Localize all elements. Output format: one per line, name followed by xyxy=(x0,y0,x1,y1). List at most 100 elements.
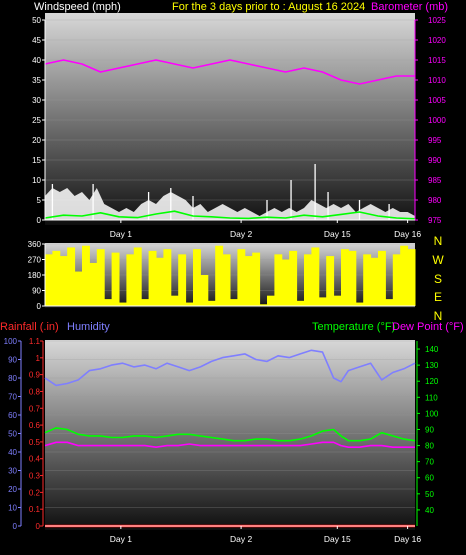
climate-panel xyxy=(45,340,415,530)
barometer-tick-label: 1000 xyxy=(428,116,446,125)
rainfall-tick-label: 0.2 xyxy=(29,488,41,497)
direction-tick-label: 180 xyxy=(28,271,42,280)
compass-label: E xyxy=(434,290,442,304)
humidity-tick-label: 10 xyxy=(8,504,17,513)
humidity-label: Humidity xyxy=(67,321,110,333)
direction-tick-label: 270 xyxy=(28,256,42,265)
direction-bar xyxy=(119,302,127,306)
humidity-tick-label: 100 xyxy=(4,337,18,346)
windspeed-tick-label: 30 xyxy=(32,96,41,105)
direction-bar xyxy=(385,299,394,306)
direction-bar xyxy=(296,300,305,306)
barometer-tick-label: 990 xyxy=(428,156,442,165)
rainfall-tick-label: 0.7 xyxy=(29,404,41,413)
humidity-tick-label: 70 xyxy=(8,393,17,402)
direction-bar xyxy=(45,254,53,306)
direction-bar xyxy=(363,254,372,306)
rainfall-tick-label: 0.6 xyxy=(29,421,41,430)
temperature-tick-label: 50 xyxy=(425,490,434,499)
wind-panel xyxy=(45,13,415,225)
humidity-tick-label: 20 xyxy=(8,485,17,494)
direction-bar xyxy=(244,256,253,306)
direction-bar xyxy=(222,254,231,306)
temperature-tick-label: 90 xyxy=(425,425,434,434)
compass-label: N xyxy=(434,234,443,248)
direction-bar xyxy=(267,295,275,306)
temperature-tick-label: 130 xyxy=(425,361,439,370)
temperature-tick-label: 80 xyxy=(425,442,434,451)
temperature-tick-label: 110 xyxy=(425,393,438,402)
dewpoint-label: Dew Point (°F) xyxy=(392,321,464,333)
humidity-tick-label: 40 xyxy=(8,448,17,457)
windspeed-tick-label: 10 xyxy=(32,176,41,185)
x-tick-label: Day 16 xyxy=(394,229,421,239)
direction-bar xyxy=(326,256,335,306)
direction-bar xyxy=(348,250,357,306)
direction-bar xyxy=(59,256,68,306)
rainfall-tick-label: 0.5 xyxy=(29,438,41,447)
humidity-tick-label: 50 xyxy=(8,430,17,439)
windspeed-tick-label: 5 xyxy=(37,196,42,205)
direction-bar xyxy=(96,249,105,306)
direction-bar xyxy=(170,295,179,306)
direction-bar xyxy=(141,299,150,306)
windspeed-tick-label: 45 xyxy=(32,36,41,45)
rainfall-tick-label: 0.1 xyxy=(29,505,41,514)
compass-label: N xyxy=(434,309,443,323)
direction-bar xyxy=(311,247,320,306)
direction-bar xyxy=(378,250,386,306)
windspeed-tick-label: 35 xyxy=(32,76,41,85)
temperature-tick-label: 70 xyxy=(425,458,434,467)
compass-label: S xyxy=(434,272,442,286)
x-tick-label: Day 1 xyxy=(110,229,132,239)
barometer-tick-label: 1015 xyxy=(428,56,446,65)
direction-bar xyxy=(318,297,327,306)
direction-bar xyxy=(200,275,209,306)
series-layer xyxy=(44,59,416,528)
windspeed-tick-label: 40 xyxy=(32,56,41,65)
rainfall-tick-label: 0.3 xyxy=(29,472,41,481)
x-tick-label: Day 16 xyxy=(394,534,421,544)
direction-bar xyxy=(304,254,312,306)
x-tick-label: Day 15 xyxy=(324,534,351,544)
direction-bar xyxy=(104,299,113,306)
windspeed-tick-label: 15 xyxy=(32,156,41,165)
direction-tick-label: 0 xyxy=(37,302,42,311)
direction-tick-label: 90 xyxy=(32,287,41,296)
rainfall-tick-label: 0.4 xyxy=(29,455,41,464)
direction-bar xyxy=(111,252,120,306)
barometer-tick-label: 975 xyxy=(428,216,442,225)
direction-bar xyxy=(74,271,83,306)
direction-bar xyxy=(341,249,349,306)
direction-bar xyxy=(133,247,142,306)
humidity-tick-label: 30 xyxy=(8,467,17,476)
x-tick-label: Day 1 xyxy=(110,534,132,544)
compass-label: W xyxy=(432,253,444,267)
humidity-tick-label: 0 xyxy=(13,522,18,531)
windspeed-tick-label: 0 xyxy=(37,216,42,225)
rainfall-tick-label: 0.9 xyxy=(29,371,41,380)
rainfall-tick-label: 0.8 xyxy=(29,387,41,396)
chart-title: For the 3 days prior to : August 16 2024 xyxy=(172,1,365,13)
direction-bar xyxy=(407,249,416,306)
direction-bar xyxy=(237,249,246,306)
temperature-tick-label: 60 xyxy=(425,474,434,483)
x-tick-label: Day 2 xyxy=(230,229,252,239)
barometer-tick-label: 995 xyxy=(428,136,442,145)
barometer-tick-label: 1020 xyxy=(428,36,446,45)
humidity-tick-label: 60 xyxy=(8,411,17,420)
direction-bar xyxy=(156,257,164,306)
x-tick-label: Day 15 xyxy=(324,229,351,239)
direction-bar xyxy=(82,245,90,306)
temperature-tick-label: 120 xyxy=(425,377,439,386)
rainfall-label: Rainfall (.in) xyxy=(0,321,59,333)
barometer-series xyxy=(44,59,415,85)
temperature-tick-label: 40 xyxy=(425,506,434,515)
rainfall-tick-label: 0 xyxy=(36,522,41,531)
direction-bar xyxy=(230,299,238,306)
direction-bar xyxy=(281,259,290,306)
windspeed-series xyxy=(45,188,415,220)
humidity-tick-label: 80 xyxy=(8,374,17,383)
temperature-tick-label: 140 xyxy=(425,345,439,354)
direction-bar xyxy=(163,249,172,306)
